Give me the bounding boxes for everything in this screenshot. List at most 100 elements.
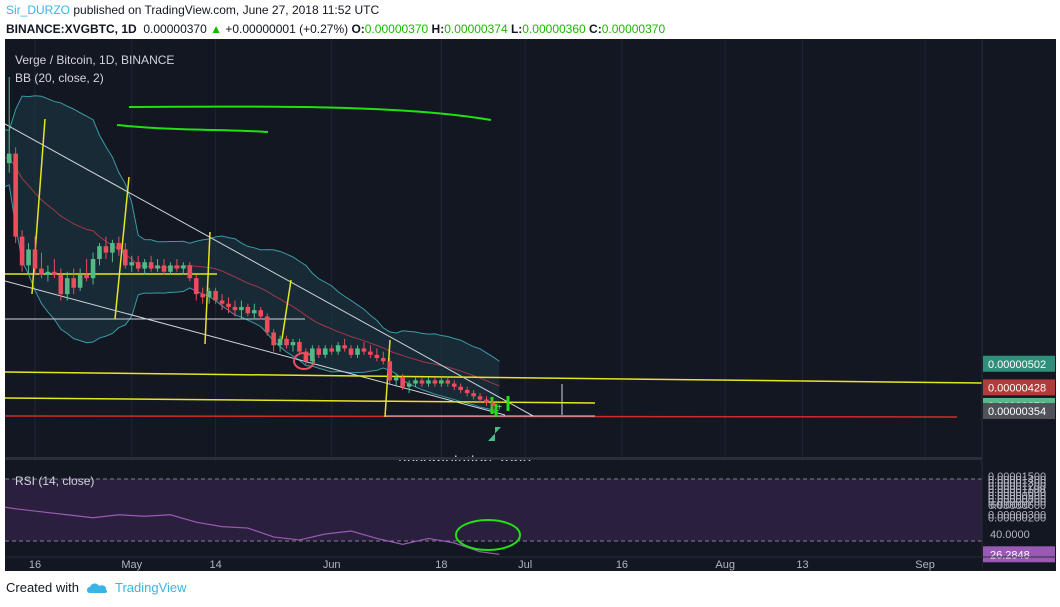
candle bbox=[439, 380, 444, 384]
rsi-value-tag bbox=[983, 546, 1055, 563]
candle bbox=[32, 249, 38, 269]
created-with-text: Created with bbox=[6, 580, 79, 595]
candle bbox=[168, 265, 173, 272]
candle bbox=[342, 345, 347, 349]
candle bbox=[97, 246, 102, 259]
bb-fill bbox=[0, 95, 500, 411]
candle bbox=[284, 338, 289, 346]
candles bbox=[0, 76, 502, 410]
candle bbox=[13, 153, 18, 237]
candle bbox=[193, 278, 199, 295]
y-tick-label: 0.00000700 bbox=[988, 497, 1046, 509]
author-link[interactable]: Sir_DURZO bbox=[6, 3, 71, 17]
candle bbox=[6, 153, 12, 164]
candle bbox=[71, 278, 76, 288]
low-label: L: bbox=[510, 22, 523, 36]
price-tag bbox=[983, 379, 1055, 396]
footer: Created with TradingView bbox=[6, 580, 187, 595]
candle bbox=[406, 383, 412, 387]
candle bbox=[451, 383, 457, 387]
candle bbox=[335, 345, 341, 352]
candle bbox=[142, 262, 147, 269]
candle bbox=[419, 380, 425, 384]
candle bbox=[400, 377, 405, 387]
falling-wedge-lower bbox=[4, 280, 506, 416]
time-axis[interactable]: 16 May 14 Jun 18 Jul 16 Aug 13 Sep bbox=[5, 556, 1056, 571]
bb-basis bbox=[0, 157, 500, 387]
candle bbox=[477, 396, 483, 400]
rsi-band bbox=[5, 479, 982, 541]
impulse-leg-drawing bbox=[204, 231, 211, 345]
candle bbox=[239, 306, 244, 311]
candle bbox=[445, 380, 451, 384]
candle bbox=[361, 348, 367, 352]
low-value: 0.00000360 bbox=[522, 22, 586, 36]
candle bbox=[258, 310, 264, 317]
rsi-circle-drawing bbox=[455, 519, 521, 551]
green-resistance-drawing bbox=[116, 124, 269, 133]
price-axis[interactable]: 0.000015000.000014000.000013000.00001200… bbox=[981, 39, 1056, 571]
high-value: 0.00000374 bbox=[444, 22, 508, 36]
last-price: 0.00000370 bbox=[143, 22, 207, 36]
candle bbox=[426, 380, 431, 384]
falling-wedge-upper bbox=[4, 123, 536, 418]
candle bbox=[181, 265, 186, 269]
high-label: H: bbox=[431, 22, 445, 36]
candle bbox=[110, 243, 115, 253]
candle bbox=[484, 399, 489, 403]
candle bbox=[245, 306, 251, 314]
yellow-horizontal-line bbox=[4, 371, 983, 384]
symbol-label: BINANCE:XVGBTC, 1D bbox=[6, 22, 137, 36]
open-label: O: bbox=[351, 22, 365, 36]
candle bbox=[374, 354, 380, 359]
candle bbox=[39, 268, 44, 275]
candle bbox=[226, 303, 231, 307]
candle bbox=[413, 380, 418, 384]
candle bbox=[135, 262, 141, 269]
candle bbox=[471, 393, 476, 397]
candle bbox=[329, 348, 334, 352]
candle bbox=[387, 361, 393, 381]
chart-frame[interactable]: Verge / Bitcoin, 1D, BINANCE BB (20, clo… bbox=[0, 39, 1056, 571]
rsi-axis[interactable]: 60.0000 40.0000 26.2848 bbox=[983, 499, 1055, 563]
candle bbox=[161, 265, 167, 272]
close-value: 0.00000370 bbox=[601, 22, 666, 36]
candle bbox=[58, 274, 64, 295]
y-tick-label: 0.00001200 bbox=[988, 481, 1046, 493]
y-tick-label: 0.00001100 bbox=[988, 484, 1045, 496]
candle bbox=[316, 348, 322, 355]
candle bbox=[213, 290, 218, 301]
x-tick-label: 13 bbox=[796, 559, 808, 571]
candle bbox=[187, 265, 193, 279]
candle bbox=[52, 271, 57, 275]
price-change: +0.00000001 (+0.27%) bbox=[225, 22, 349, 36]
y-tick-label: 0.00001500 bbox=[988, 471, 1046, 483]
x-tick-label: 16 bbox=[616, 559, 628, 571]
candle bbox=[277, 338, 283, 346]
x-tick-label: 16 bbox=[29, 559, 41, 571]
candle bbox=[232, 306, 238, 311]
candle bbox=[148, 262, 154, 269]
yellow-horizontal-line bbox=[4, 397, 596, 404]
candle bbox=[64, 278, 70, 295]
candle bbox=[103, 246, 109, 253]
x-tick-label: Aug bbox=[715, 559, 735, 571]
tradingview-link[interactable]: TradingView bbox=[114, 580, 187, 595]
candle bbox=[464, 389, 470, 394]
chart-canvas[interactable]: Verge / Bitcoin, 1D, BINANCE BB (20, clo… bbox=[0, 39, 1056, 571]
x-tick-label: Jun bbox=[323, 559, 341, 571]
candle bbox=[458, 386, 463, 390]
up-arrow-icon: ▲ bbox=[210, 22, 222, 36]
x-tick-label: Sep bbox=[915, 559, 935, 571]
candle bbox=[381, 358, 386, 362]
price-tag-label: 0.00000354 bbox=[988, 406, 1046, 418]
x-tick-label: May bbox=[121, 559, 142, 571]
x-tick-label: 14 bbox=[209, 559, 221, 571]
rsi-line bbox=[0, 505, 500, 555]
green-resistance-drawing bbox=[128, 105, 492, 121]
candle bbox=[155, 265, 160, 269]
bb-upper bbox=[0, 95, 500, 362]
candle bbox=[174, 265, 180, 269]
candle bbox=[123, 249, 128, 266]
price-tag bbox=[983, 355, 1055, 372]
